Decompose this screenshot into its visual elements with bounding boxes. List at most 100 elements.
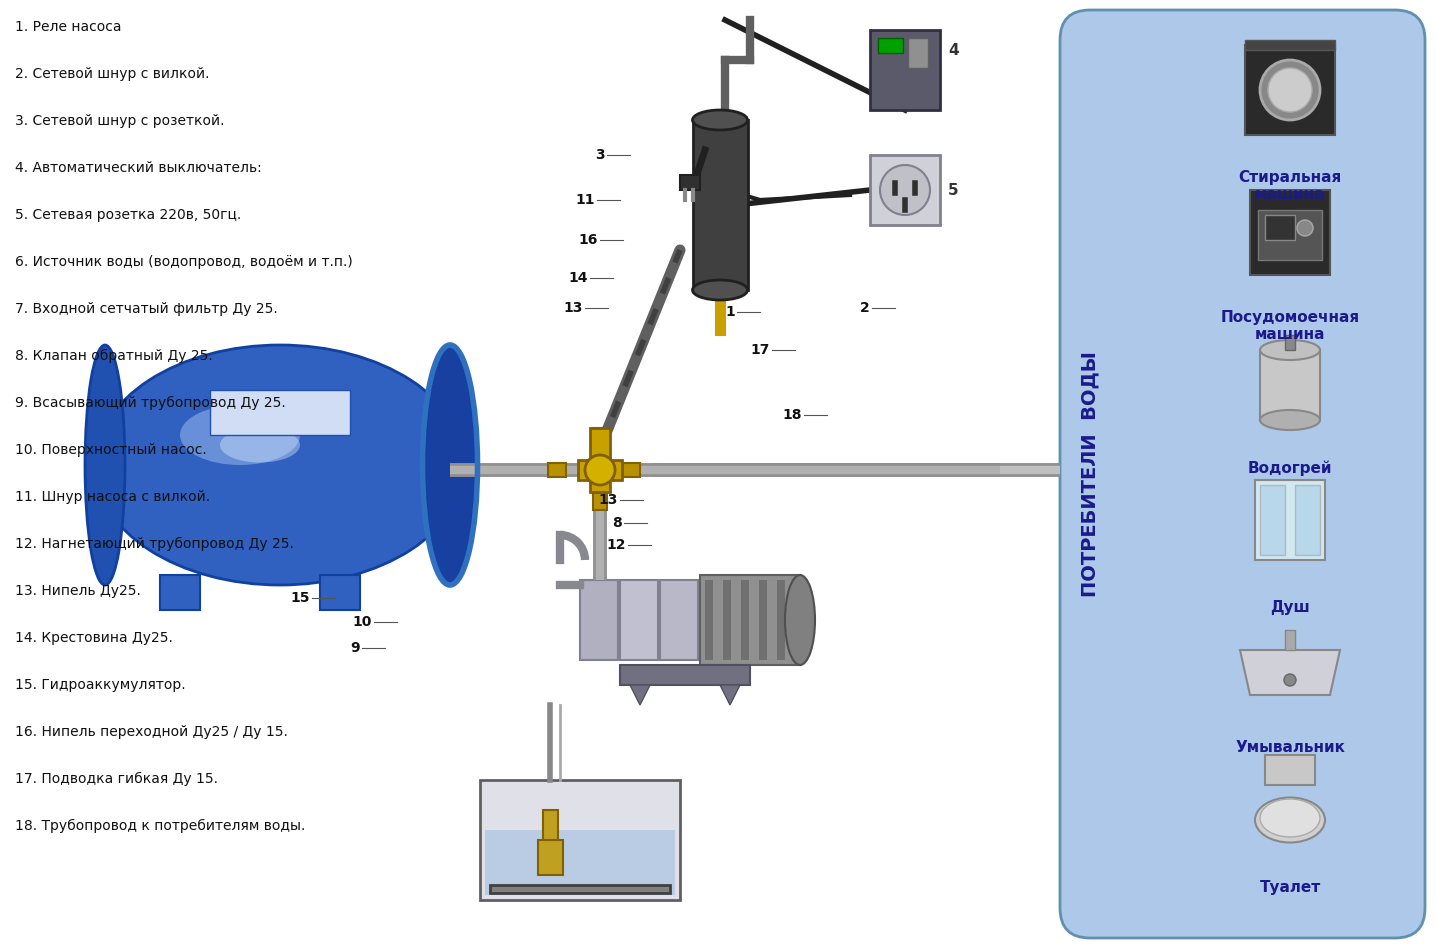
Ellipse shape <box>1259 799 1320 837</box>
Bar <box>777 580 785 660</box>
Ellipse shape <box>1255 797 1325 843</box>
Text: 1. Реле насоса: 1. Реле насоса <box>14 20 122 34</box>
Text: 11. Шнур насоса с вилкой.: 11. Шнур насоса с вилкой. <box>14 490 210 504</box>
Text: Стиральная
машина: Стиральная машина <box>1238 170 1341 203</box>
Bar <box>320 575 360 610</box>
Ellipse shape <box>180 405 300 465</box>
Polygon shape <box>719 685 740 705</box>
Bar <box>877 38 903 53</box>
Text: 13. Нипель Ду25.: 13. Нипель Ду25. <box>14 584 141 598</box>
Circle shape <box>880 165 931 215</box>
Circle shape <box>1268 68 1313 112</box>
Text: 16: 16 <box>579 233 597 247</box>
Text: 9. Всасывающий трубопровод Ду 25.: 9. Всасывающий трубопровод Ду 25. <box>14 396 286 410</box>
Text: 14: 14 <box>569 271 587 285</box>
Bar <box>210 390 350 435</box>
Bar <box>1259 485 1285 555</box>
Text: 18: 18 <box>783 408 801 422</box>
Ellipse shape <box>1259 340 1320 360</box>
Bar <box>1295 485 1320 555</box>
Text: 15. Гидроаккумулятор.: 15. Гидроаккумулятор. <box>14 678 185 692</box>
Bar <box>694 120 748 290</box>
Bar <box>579 460 622 480</box>
Bar <box>620 580 658 660</box>
Text: ПОТРЕБИТЕЛИ  ВОДЫ: ПОТРЕБИТЕЛИ ВОДЫ <box>1080 351 1100 597</box>
Text: 11: 11 <box>576 193 595 207</box>
Bar <box>485 830 675 895</box>
Bar <box>870 155 941 225</box>
Text: 5: 5 <box>948 183 959 197</box>
Bar <box>722 580 731 660</box>
Bar <box>1255 480 1325 560</box>
Circle shape <box>584 455 615 485</box>
Bar <box>1249 190 1330 275</box>
Bar <box>490 885 671 893</box>
Text: Посудомоечная
машина: Посудомоечная машина <box>1221 310 1360 342</box>
Bar <box>1265 215 1295 240</box>
Text: 10: 10 <box>353 615 372 629</box>
Bar <box>705 580 714 660</box>
Bar <box>870 30 941 110</box>
Polygon shape <box>1241 650 1340 695</box>
Text: Туалет: Туалет <box>1259 880 1321 895</box>
Bar <box>620 665 750 685</box>
Bar <box>1258 210 1323 260</box>
Bar <box>590 428 610 492</box>
Text: 18. Трубопровод к потребителям воды.: 18. Трубопровод к потребителям воды. <box>14 819 306 833</box>
Bar <box>699 575 800 665</box>
Text: 8: 8 <box>612 516 622 530</box>
Text: Водогрей: Водогрей <box>1248 460 1333 476</box>
Bar <box>760 580 767 660</box>
Text: 17: 17 <box>751 343 770 357</box>
Text: 16. Нипель переходной Ду25 / Ду 15.: 16. Нипель переходной Ду25 / Ду 15. <box>14 725 287 739</box>
Bar <box>908 38 928 68</box>
Ellipse shape <box>220 428 300 463</box>
Text: 3: 3 <box>596 148 605 162</box>
Bar <box>1245 45 1335 135</box>
Bar <box>1259 350 1320 420</box>
Text: Умывальник: Умывальник <box>1235 740 1346 755</box>
Text: 8. Клапан обратный Ду 25.: 8. Клапан обратный Ду 25. <box>14 349 213 363</box>
Text: 1: 1 <box>725 305 735 319</box>
Bar <box>741 580 750 660</box>
Bar <box>538 840 563 875</box>
Text: 13: 13 <box>599 493 617 507</box>
Bar <box>1285 630 1295 650</box>
Ellipse shape <box>85 345 125 585</box>
Bar <box>543 810 559 840</box>
Bar <box>1265 755 1315 785</box>
Bar <box>549 463 566 477</box>
Bar <box>622 463 640 477</box>
Text: 2. Сетевой шнур с вилкой.: 2. Сетевой шнур с вилкой. <box>14 67 210 81</box>
Ellipse shape <box>95 345 465 585</box>
Bar <box>480 780 681 900</box>
Circle shape <box>1284 674 1297 686</box>
Polygon shape <box>630 685 651 705</box>
Ellipse shape <box>692 280 748 300</box>
Text: 13: 13 <box>563 301 583 315</box>
Text: 4. Автоматический выключатель:: 4. Автоматический выключатель: <box>14 161 261 175</box>
FancyBboxPatch shape <box>1060 10 1425 938</box>
Text: 7. Входной сетчатый фильтр Ду 25.: 7. Входной сетчатый фильтр Ду 25. <box>14 302 277 316</box>
Text: 4: 4 <box>948 43 959 58</box>
Circle shape <box>1259 60 1320 120</box>
Ellipse shape <box>692 110 748 130</box>
Text: Душ: Душ <box>1269 600 1310 615</box>
Text: 14. Крестовина Ду25.: 14. Крестовина Ду25. <box>14 631 172 645</box>
Text: 2: 2 <box>860 301 870 315</box>
Ellipse shape <box>1259 410 1320 430</box>
Bar <box>1245 40 1335 50</box>
Bar <box>1285 335 1295 350</box>
Ellipse shape <box>785 575 816 665</box>
Text: 5. Сетевая розетка 220в, 50гц.: 5. Сетевая розетка 220в, 50гц. <box>14 208 241 222</box>
Text: 12: 12 <box>606 538 626 552</box>
Bar <box>593 492 607 510</box>
Text: 10. Поверхностный насос.: 10. Поверхностный насос. <box>14 443 207 457</box>
Bar <box>580 580 617 660</box>
Bar <box>681 175 699 190</box>
Bar <box>661 580 698 660</box>
Bar <box>159 575 200 610</box>
Circle shape <box>1297 220 1313 236</box>
Text: 12. Нагнетающий трубопровод Ду 25.: 12. Нагнетающий трубопровод Ду 25. <box>14 537 294 551</box>
Text: 3. Сетевой шнур с розеткой.: 3. Сетевой шнур с розеткой. <box>14 114 224 128</box>
